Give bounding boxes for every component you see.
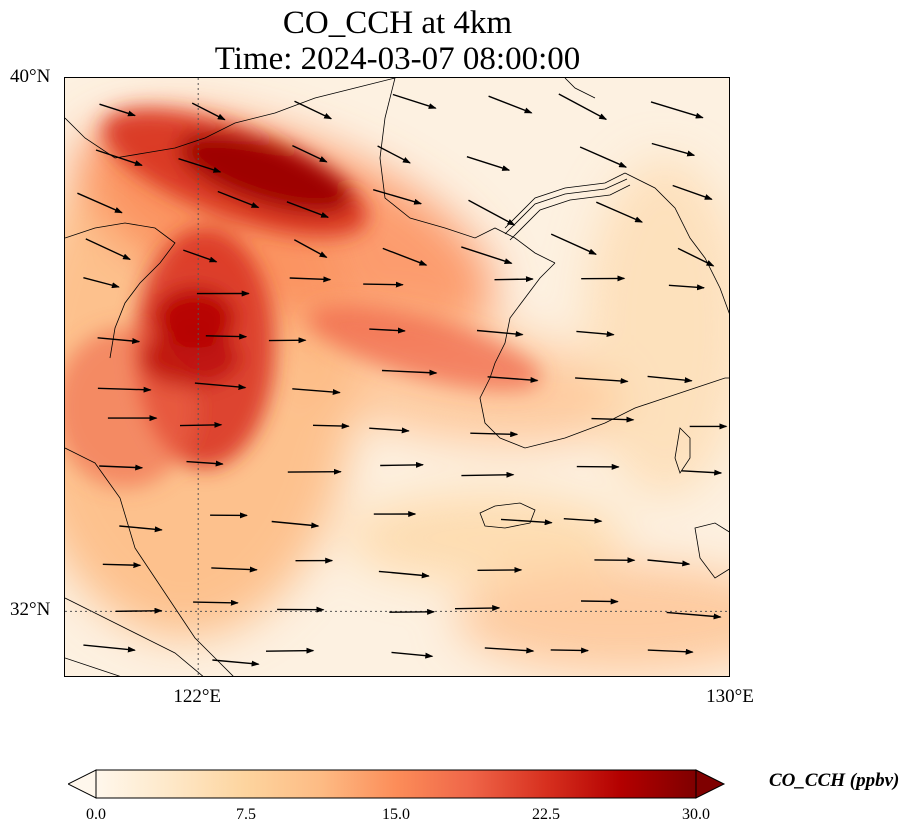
gridlines <box>65 78 729 676</box>
colorbar-tick-label: 30.0 <box>682 806 710 823</box>
lon-tick-label-130e: 130°E <box>706 686 754 707</box>
colorbar-svg <box>66 769 726 799</box>
wind-arrow <box>550 647 590 654</box>
co-concentration-map <box>65 78 729 676</box>
wind-arrow <box>99 464 144 471</box>
wind-arrow <box>666 611 722 620</box>
wind-arrow <box>391 651 434 659</box>
wind-arrow <box>363 281 404 288</box>
wind-arrow <box>591 416 635 423</box>
wind-arrow <box>77 192 123 214</box>
wind-arrow <box>217 190 260 209</box>
wind-arrow <box>85 238 131 261</box>
wind-arrow <box>286 201 330 218</box>
wind-arrow <box>461 246 513 264</box>
wind-arrow <box>194 382 247 390</box>
wind-arrow <box>289 276 332 283</box>
wind-arrow <box>292 144 328 163</box>
wind-arrow <box>558 93 608 121</box>
wind-arrow <box>97 337 141 344</box>
wind-arrow <box>466 156 511 171</box>
map-title-line1: CO_CCH at 4km <box>282 5 513 41</box>
wind-arrow <box>377 145 411 164</box>
colorbar <box>66 768 728 800</box>
wind-arrow <box>487 376 539 383</box>
wind-arrow <box>651 142 696 157</box>
wind-arrow <box>83 277 120 289</box>
wind-arrow <box>265 647 315 654</box>
wind-arrow <box>95 149 143 166</box>
wind-arrow <box>470 431 519 438</box>
wind-arrow <box>369 327 406 334</box>
colorbar-tick-label: 15.0 <box>382 806 410 823</box>
wind-arrow <box>205 333 248 340</box>
wind-arrow <box>99 103 136 117</box>
wind-arrow <box>468 199 516 226</box>
wind-arrow <box>454 605 501 612</box>
wind-arrow <box>102 562 142 569</box>
wind-arrow <box>500 518 553 526</box>
lon-tick-label-122e: 122°E <box>173 686 222 707</box>
map-title-line2: Time: 2024-03-07 08:00:00 <box>214 41 581 77</box>
wind-arrow <box>575 377 629 384</box>
wind-arrow <box>271 520 320 529</box>
wind-arrow <box>596 201 644 223</box>
colorbar-tick-label: 7.5 <box>236 806 256 823</box>
wind-arrow <box>373 189 423 205</box>
wind-arrow <box>83 644 136 653</box>
wind-arrow <box>369 427 410 434</box>
wind-arrow <box>494 276 534 283</box>
wind-arrow <box>672 184 713 200</box>
wind-arrow <box>484 647 535 654</box>
wind-arrow <box>119 525 163 533</box>
wind-arrow <box>647 648 694 655</box>
wind-arrow <box>681 469 723 476</box>
wind-arrow <box>668 284 705 291</box>
wind-arrow <box>488 95 533 114</box>
wind-arrow <box>550 233 597 255</box>
colorbar-label: CO_CCH (ppbv) <box>769 770 900 791</box>
wind-arrow <box>293 239 328 259</box>
colorbar-gradient <box>95 769 697 799</box>
wind-vectors <box>77 93 728 667</box>
wind-arrow <box>580 598 619 605</box>
lat-tick-label-40n: 40°N <box>10 66 51 87</box>
wind-arrow <box>650 101 704 119</box>
wind-arrow <box>312 423 350 430</box>
wind-arrow <box>378 570 430 579</box>
wind-arrow <box>579 146 628 168</box>
map-panel <box>64 77 730 677</box>
colorbar-min-extension <box>66 769 97 799</box>
wind-arrow <box>647 559 691 567</box>
wind-arrow <box>115 607 163 614</box>
wind-arrow <box>191 102 226 121</box>
colorbar-tick-label: 22.5 <box>532 806 560 823</box>
wind-arrow <box>179 421 223 428</box>
wind-arrow <box>563 517 603 524</box>
wind-arrow <box>647 375 693 384</box>
wind-arrow <box>186 460 224 467</box>
wind-arrow <box>476 329 524 337</box>
wind-arrow <box>292 388 341 396</box>
wind-arrow <box>212 659 260 667</box>
wind-arrow <box>294 100 333 120</box>
wind-arrow <box>677 247 715 267</box>
wind-arrow <box>392 93 437 109</box>
wind-arrow <box>576 330 615 338</box>
wind-arrow <box>461 471 515 478</box>
colorbar-tick-label: 0.0 <box>86 806 106 823</box>
colorbar-max-extension <box>695 769 726 799</box>
wind-arrow <box>183 249 218 263</box>
wind-arrow <box>382 247 428 266</box>
wind-arrow <box>211 566 258 573</box>
wind-arrow <box>380 461 424 468</box>
lat-tick-label-32n: 32°N <box>10 599 51 621</box>
wind-arrow <box>193 599 239 606</box>
wind-arrow <box>381 369 438 376</box>
wind-arrow <box>178 158 222 173</box>
wind-arrow <box>97 386 152 393</box>
